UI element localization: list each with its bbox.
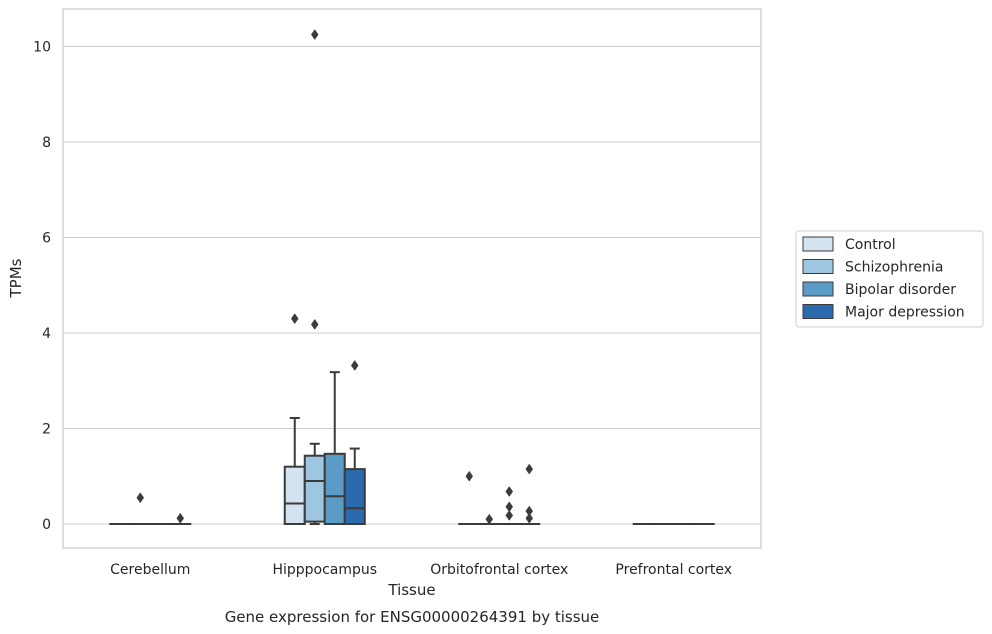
box-group — [518, 463, 541, 526]
x-tick-label: Cerebellum — [110, 562, 190, 578]
box-group — [283, 313, 306, 526]
x-tick-label: Orbitofrontal cortex — [430, 562, 568, 578]
x-tick-labels: Cerebellum Hipppocampus Orbitofrontal cort… — [110, 562, 732, 578]
box-group — [343, 360, 366, 525]
outlier-point — [310, 318, 319, 330]
box-iqr — [303, 454, 326, 523]
legend-frame — [795, 230, 984, 328]
gridlines — [63, 45, 761, 525]
box-group — [303, 29, 326, 525]
outlier-point — [485, 513, 494, 525]
outlier-point — [525, 512, 534, 524]
x-tick-label: Prefrontal cortex — [615, 562, 732, 578]
box-group — [129, 492, 152, 526]
y-tick-label: 10 — [33, 40, 51, 56]
box-group — [458, 470, 481, 526]
outlier-point — [176, 512, 185, 524]
outlier-point — [310, 29, 319, 40]
legend-label: Major depression — [845, 305, 965, 321]
legend-swatch — [802, 304, 834, 319]
y-tick-label: 8 — [42, 135, 51, 151]
legend-items: Control Schizophrenia Bipolar disorder Majo… — [802, 236, 965, 321]
legend-label: Schizophrenia — [845, 260, 943, 276]
y-tick-label: 6 — [42, 231, 51, 247]
outlier-point — [465, 470, 474, 482]
chart-caption: Gene expression for ENSG00000264391 by t… — [225, 608, 600, 626]
box-group — [478, 513, 501, 526]
outlier-point — [505, 486, 514, 497]
outlier-point — [290, 313, 299, 325]
box-iqr — [323, 452, 346, 525]
legend-label: Bipolar disorder — [845, 282, 956, 298]
box-group — [169, 512, 192, 526]
outlier-point — [525, 463, 534, 475]
plot-area-frame — [62, 8, 762, 549]
y-tick-label: 0 — [42, 517, 51, 533]
outlier-point — [136, 492, 145, 504]
legend: Control Schizophrenia Bipolar disorder Majo… — [795, 230, 984, 328]
boxes — [109, 29, 715, 526]
legend-swatch — [802, 281, 834, 297]
outlier-point — [350, 360, 359, 371]
box-group — [498, 486, 521, 526]
x-axis-title: Tissue — [387, 581, 435, 599]
y-axis-title: TPMs — [7, 258, 25, 298]
legend-swatch — [802, 259, 834, 274]
x-tick-label: Hipppocampus — [272, 562, 377, 578]
legend-swatch — [802, 236, 834, 252]
box-iqr — [283, 465, 306, 526]
box-group — [323, 371, 346, 525]
box-iqr — [343, 468, 366, 525]
outlier-point — [505, 509, 514, 521]
y-tick-labels: 0 2 4 6 8 10 — [33, 40, 51, 534]
y-tick-label: 4 — [42, 326, 51, 342]
legend-label: Control — [845, 237, 896, 253]
y-tick-label: 2 — [42, 422, 51, 438]
